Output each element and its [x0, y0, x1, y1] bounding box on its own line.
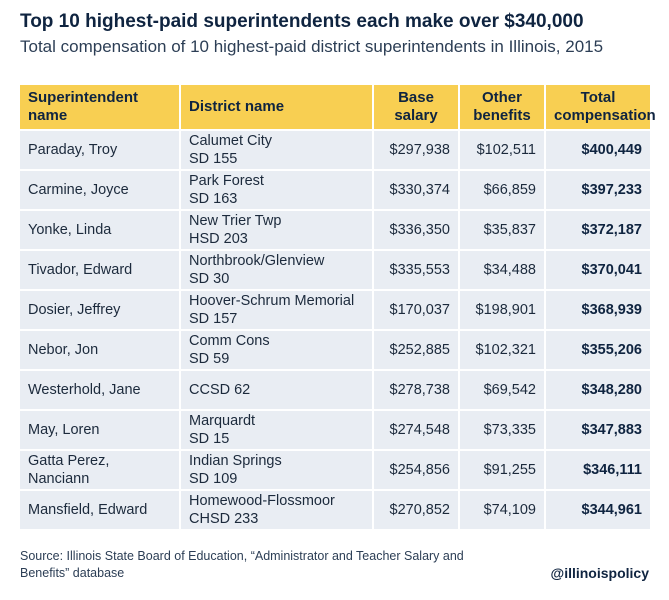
cell-base-salary: $252,885	[373, 330, 459, 370]
table-row: Tivador, Edward Northbrook/Glenview SD 30 $…	[20, 250, 650, 290]
cell-superintendent-name: Dosier, Jeffrey	[20, 290, 180, 330]
district-line: SD 30	[189, 270, 364, 288]
header-base-salary: Base salary	[373, 85, 459, 130]
table-header: Superintendent name District name Base sa…	[20, 85, 650, 130]
table-row: Dosier, Jeffrey Hoover-Schrum Memorial SD …	[20, 290, 650, 330]
district-line: Northbrook/Glenview	[189, 252, 364, 270]
source-note: Source: Illinois State Board of Educatio…	[20, 548, 490, 582]
cell-other-benefits: $74,109	[459, 490, 545, 529]
cell-district-name: Calumet City SD 155	[180, 130, 373, 170]
district-line: Comm Cons	[189, 332, 364, 350]
district-line: SD 15	[189, 430, 364, 448]
cell-other-benefits: $69,542	[459, 370, 545, 410]
cell-total-compensation: $347,883	[545, 410, 650, 450]
cell-superintendent-name: Tivador, Edward	[20, 250, 180, 290]
compensation-table: Superintendent name District name Base sa…	[20, 85, 650, 529]
table-row: Gatta Perez, Nanciann Indian Springs SD 10…	[20, 450, 650, 490]
table-row: Yonke, Linda New Trier Twp HSD 203 $336,350…	[20, 210, 650, 250]
cell-district-name: Northbrook/Glenview SD 30	[180, 250, 373, 290]
cell-superintendent-name: May, Loren	[20, 410, 180, 450]
chart-subtitle: Total compensation of 10 highest-paid di…	[20, 37, 603, 57]
cell-other-benefits: $66,859	[459, 170, 545, 210]
cell-district-name: CCSD 62	[180, 370, 373, 410]
cell-base-salary: $274,548	[373, 410, 459, 450]
cell-base-salary: $335,553	[373, 250, 459, 290]
cell-total-compensation: $370,041	[545, 250, 650, 290]
cell-base-salary: $330,374	[373, 170, 459, 210]
district-line: SD 109	[189, 470, 364, 488]
district-line: New Trier Twp	[189, 212, 364, 230]
district-line: SD 157	[189, 310, 364, 328]
cell-total-compensation: $344,961	[545, 490, 650, 529]
cell-district-name: Homewood-Flossmoor CHSD 233	[180, 490, 373, 529]
cell-total-compensation: $397,233	[545, 170, 650, 210]
district-line: Hoover-Schrum Memorial	[189, 292, 364, 310]
cell-district-name: Marquardt SD 15	[180, 410, 373, 450]
cell-total-compensation: $348,280	[545, 370, 650, 410]
cell-superintendent-name: Carmine, Joyce	[20, 170, 180, 210]
table-row: May, Loren Marquardt SD 15 $274,548 $73,335 $…	[20, 410, 650, 450]
header-total-compensation: Total compensation	[545, 85, 650, 130]
header-name: Superintendent name	[20, 85, 180, 130]
chart-title: Top 10 highest-paid superintendents each…	[20, 11, 584, 33]
cell-superintendent-name: Westerhold, Jane	[20, 370, 180, 410]
district-line: SD 163	[189, 190, 364, 208]
cell-total-compensation: $372,187	[545, 210, 650, 250]
cell-district-name: Indian Springs SD 109	[180, 450, 373, 490]
cell-base-salary: $336,350	[373, 210, 459, 250]
cell-other-benefits: $34,488	[459, 250, 545, 290]
cell-superintendent-name: Nebor, Jon	[20, 330, 180, 370]
district-line: CHSD 233	[189, 510, 364, 528]
cell-other-benefits: $35,837	[459, 210, 545, 250]
district-line: SD 155	[189, 150, 364, 168]
cell-district-name: New Trier Twp HSD 203	[180, 210, 373, 250]
social-handle: @illinoispolicy	[551, 565, 649, 581]
district-line: CCSD 62	[189, 381, 364, 399]
district-line: Marquardt	[189, 412, 364, 430]
district-line: SD 59	[189, 350, 364, 368]
header-other-benefits: Other benefits	[459, 85, 545, 130]
cell-base-salary: $270,852	[373, 490, 459, 529]
cell-superintendent-name: Gatta Perez, Nanciann	[20, 450, 180, 490]
header-district: District name	[180, 85, 373, 130]
cell-total-compensation: $346,111	[545, 450, 650, 490]
table-row: Mansfield, Edward Homewood-Flossmoor CHSD …	[20, 490, 650, 529]
table-row: Paraday, Troy Calumet City SD 155 $297,938 $…	[20, 130, 650, 170]
cell-base-salary: $170,037	[373, 290, 459, 330]
cell-total-compensation: $355,206	[545, 330, 650, 370]
cell-other-benefits: $102,321	[459, 330, 545, 370]
cell-base-salary: $278,738	[373, 370, 459, 410]
cell-other-benefits: $91,255	[459, 450, 545, 490]
district-line: HSD 203	[189, 230, 364, 248]
cell-superintendent-name: Yonke, Linda	[20, 210, 180, 250]
district-line: Indian Springs	[189, 452, 364, 470]
cell-total-compensation: $368,939	[545, 290, 650, 330]
cell-base-salary: $297,938	[373, 130, 459, 170]
district-line: Homewood-Flossmoor	[189, 492, 364, 510]
cell-district-name: Comm Cons SD 59	[180, 330, 373, 370]
cell-superintendent-name: Mansfield, Edward	[20, 490, 180, 529]
cell-other-benefits: $198,901	[459, 290, 545, 330]
table-row: Westerhold, Jane CCSD 62 $278,738 $69,542 $3…	[20, 370, 650, 410]
table-body: Paraday, Troy Calumet City SD 155 $297,938 $…	[20, 130, 650, 529]
cell-total-compensation: $400,449	[545, 130, 650, 170]
cell-other-benefits: $102,511	[459, 130, 545, 170]
district-line: Calumet City	[189, 132, 364, 150]
cell-superintendent-name: Paraday, Troy	[20, 130, 180, 170]
table-row: Carmine, Joyce Park Forest SD 163 $330,374 $…	[20, 170, 650, 210]
cell-other-benefits: $73,335	[459, 410, 545, 450]
table-row: Nebor, Jon Comm Cons SD 59 $252,885 $102,321…	[20, 330, 650, 370]
cell-base-salary: $254,856	[373, 450, 459, 490]
district-line: Park Forest	[189, 172, 364, 190]
cell-district-name: Hoover-Schrum Memorial SD 157	[180, 290, 373, 330]
cell-district-name: Park Forest SD 163	[180, 170, 373, 210]
